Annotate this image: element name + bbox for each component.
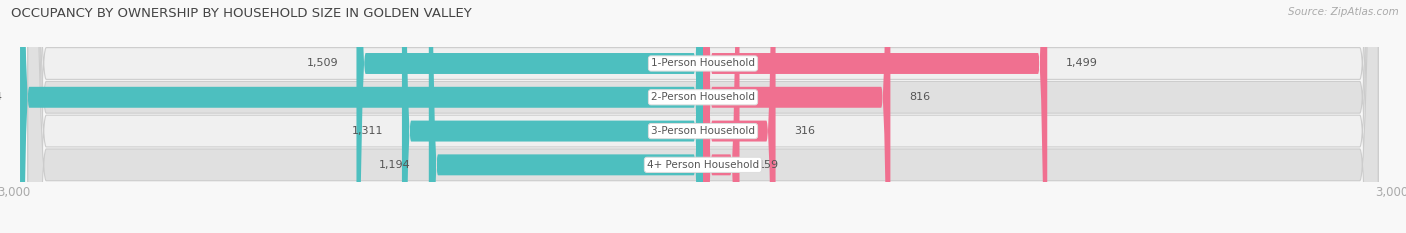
FancyBboxPatch shape — [28, 0, 1378, 233]
FancyBboxPatch shape — [703, 0, 776, 233]
Text: 316: 316 — [794, 126, 815, 136]
Text: Source: ZipAtlas.com: Source: ZipAtlas.com — [1288, 7, 1399, 17]
Text: 1,509: 1,509 — [307, 58, 337, 69]
Text: 1,311: 1,311 — [352, 126, 384, 136]
Text: 4+ Person Household: 4+ Person Household — [647, 160, 759, 170]
FancyBboxPatch shape — [357, 0, 703, 233]
Text: 1-Person Household: 1-Person Household — [651, 58, 755, 69]
FancyBboxPatch shape — [402, 0, 703, 233]
FancyBboxPatch shape — [429, 0, 703, 233]
FancyBboxPatch shape — [28, 0, 1378, 233]
FancyBboxPatch shape — [703, 0, 1047, 233]
FancyBboxPatch shape — [20, 0, 703, 233]
Text: 2,974: 2,974 — [0, 92, 1, 102]
Text: OCCUPANCY BY OWNERSHIP BY HOUSEHOLD SIZE IN GOLDEN VALLEY: OCCUPANCY BY OWNERSHIP BY HOUSEHOLD SIZE… — [11, 7, 472, 20]
FancyBboxPatch shape — [703, 0, 740, 233]
Text: 3-Person Household: 3-Person Household — [651, 126, 755, 136]
Text: 159: 159 — [758, 160, 779, 170]
FancyBboxPatch shape — [703, 0, 890, 233]
Text: 1,194: 1,194 — [378, 160, 411, 170]
FancyBboxPatch shape — [28, 0, 1378, 233]
Text: 2-Person Household: 2-Person Household — [651, 92, 755, 102]
Text: 816: 816 — [908, 92, 929, 102]
FancyBboxPatch shape — [28, 0, 1378, 233]
Text: 1,499: 1,499 — [1066, 58, 1098, 69]
